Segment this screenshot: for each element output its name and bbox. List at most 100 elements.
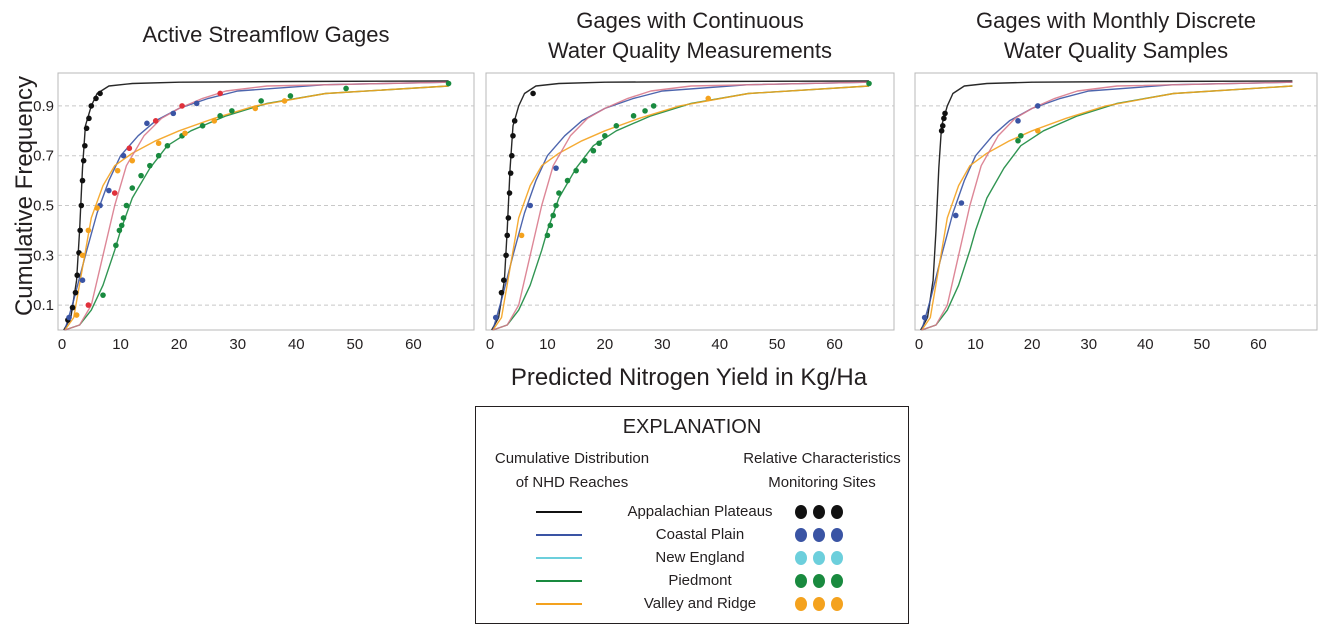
data-point-appalachian-plateaus <box>500 277 507 284</box>
data-point-appalachian-plateaus <box>69 304 76 311</box>
data-point-appalachian-plateaus <box>506 190 513 196</box>
y-tick-label: 0.1 <box>33 297 54 314</box>
data-point-unlabeled <box>217 90 223 97</box>
data-point-valley-and-ridge <box>281 98 288 104</box>
data-point-piedmont <box>116 227 123 234</box>
data-point-piedmont <box>596 140 602 147</box>
data-point-piedmont <box>120 215 127 221</box>
series-line-unlabeled-4 <box>492 81 870 331</box>
data-point-coastal-plain <box>106 187 112 194</box>
legend: EXPLANATION Cumulative Distribution of N… <box>475 406 909 624</box>
x-tick-label: 40 <box>288 336 305 353</box>
data-point-piedmont <box>229 108 235 114</box>
chart-panel-2: Gages with Continuous Water Quality Measu… <box>485 8 895 353</box>
legend-dot-swatch <box>795 551 851 565</box>
data-point-coastal-plain <box>1015 118 1021 124</box>
data-point-appalachian-plateaus <box>93 95 99 102</box>
y-tick-label: 0.3 <box>33 247 54 264</box>
data-point-coastal-plain <box>952 212 959 219</box>
data-point-piedmont <box>544 232 551 239</box>
legend-line-swatch <box>536 603 582 605</box>
legend-col2-line1: Relative Characteristics <box>743 450 901 467</box>
data-point-piedmont <box>642 108 648 114</box>
data-point-coastal-plain <box>553 165 559 171</box>
data-point-coastal-plain <box>492 314 499 321</box>
data-point-piedmont <box>573 167 579 174</box>
y-tick-label: 0.7 <box>33 148 54 165</box>
legend-dot <box>831 505 843 519</box>
data-point-unlabeled <box>152 118 159 124</box>
data-point-piedmont <box>113 242 119 249</box>
data-point-piedmont <box>550 212 556 219</box>
data-point-coastal-plain <box>958 200 965 206</box>
series-line-unlabeled-4 <box>64 81 449 331</box>
data-point-appalachian-plateaus <box>511 118 518 124</box>
data-point-piedmont <box>547 222 554 229</box>
plot-frame <box>485 72 895 331</box>
data-point-coastal-plain <box>1035 103 1041 109</box>
data-point-piedmont <box>630 113 637 119</box>
y-axis-label: Cumulative Frequency <box>11 76 38 316</box>
data-point-appalachian-plateaus <box>78 202 85 209</box>
legend-col1-header: Cumulative Distribution of NHD Reaches <box>482 447 662 495</box>
legend-dot <box>831 597 843 611</box>
x-tick-label: 30 <box>229 336 246 353</box>
data-point-coastal-plain <box>79 277 86 284</box>
data-point-coastal-plain <box>193 100 200 107</box>
data-point-appalachian-plateaus <box>80 157 87 164</box>
legend-label: New England <box>655 549 745 566</box>
data-point-coastal-plain <box>527 202 533 209</box>
x-tick-label: 30 <box>654 336 671 353</box>
chart-3-title-line-2: Water Quality Samples <box>1004 38 1228 63</box>
data-point-unlabeled <box>111 190 118 196</box>
data-point-piedmont <box>564 177 571 184</box>
data-point-piedmont <box>164 142 171 149</box>
legend-dot-swatch <box>795 574 851 588</box>
legend-col2-line2: Monitoring Sites <box>768 474 876 491</box>
legend-dot-swatch <box>795 597 851 611</box>
data-point-valley-and-ridge <box>94 205 100 211</box>
data-point-appalachian-plateaus <box>498 289 505 296</box>
data-point-appalachian-plateaus <box>942 110 948 117</box>
series-line-coastal-plain <box>492 81 870 331</box>
legend-dot <box>795 528 807 542</box>
x-axis-label: Predicted Nitrogen Yield in Kg/Ha <box>511 364 868 391</box>
data-point-valley-and-ridge <box>85 227 92 234</box>
data-point-coastal-plain <box>120 152 127 159</box>
series-line-appalachian-plateaus <box>920 80 1293 331</box>
legend-col1-line2: of NHD Reaches <box>515 474 629 491</box>
data-point-piedmont <box>602 132 608 139</box>
data-point-piedmont <box>556 190 562 196</box>
data-point-piedmont <box>581 157 588 164</box>
x-tick-label: 20 <box>1024 336 1041 353</box>
data-point-piedmont <box>217 113 223 119</box>
legend-line-swatch <box>536 534 582 536</box>
legend-row-piedmont: Piedmont <box>476 570 908 592</box>
legend-dot <box>813 528 825 542</box>
legend-dot <box>795 574 807 588</box>
series-line-valley-and-ridge <box>492 85 870 331</box>
y-tick-label: 0.5 <box>33 198 54 215</box>
y-tick-label: 0.9 <box>33 98 54 115</box>
data-point-valley-and-ridge <box>73 312 80 318</box>
x-tick-label: 20 <box>597 336 614 353</box>
chart-3-title-line-1: Gages with Monthly Discrete <box>976 8 1256 33</box>
legend-dot <box>831 574 843 588</box>
legend-label: Appalachian Plateaus <box>627 503 773 520</box>
legend-label: Coastal Plain <box>655 526 745 543</box>
data-point-appalachian-plateaus <box>505 215 512 221</box>
data-point-appalachian-plateaus <box>939 123 946 129</box>
legend-line-swatch <box>536 557 582 559</box>
x-tick-label: 0 <box>486 336 494 353</box>
legend-row-new-england: New England <box>476 547 908 569</box>
legend-dot <box>813 505 825 519</box>
legend-label: Piedmont <box>668 572 732 589</box>
data-point-valley-and-ridge <box>79 252 86 259</box>
data-point-piedmont <box>866 80 872 87</box>
data-point-appalachian-plateaus <box>504 232 511 239</box>
data-point-appalachian-plateaus <box>510 132 516 139</box>
chart-2-title-line-1: Gages with Continuous <box>576 8 803 33</box>
x-tick-label: 10 <box>967 336 984 353</box>
data-point-piedmont <box>613 123 620 129</box>
